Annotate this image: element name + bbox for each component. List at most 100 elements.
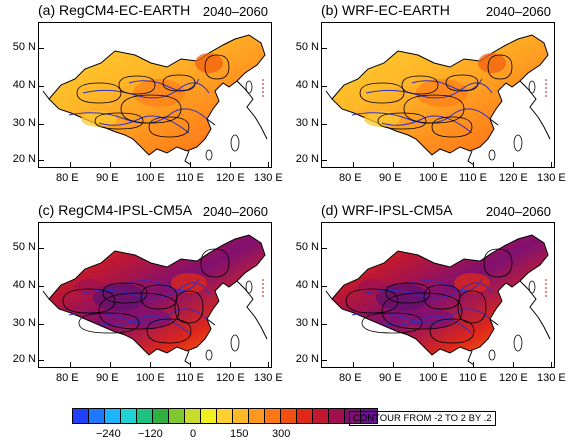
coastline: [236, 80, 268, 140]
shading-anomaly: [364, 111, 400, 127]
contour-line: [98, 292, 180, 330]
colorbar-swatch: [265, 409, 281, 423]
colorbar-swatch: [233, 409, 249, 423]
y-tick-label: 20 N: [12, 353, 36, 365]
x-tick-label: 130 E: [537, 372, 566, 384]
island-outline: [488, 349, 496, 361]
x-tick: [393, 362, 394, 367]
china-map: [42, 234, 268, 366]
y-tick-label: 50 N: [12, 41, 36, 53]
island-outline: [230, 134, 240, 152]
x-tick: [353, 362, 354, 367]
contour-line: [120, 94, 182, 124]
contour-line: [76, 82, 122, 104]
panel-b: (b) WRF-EC-EARTH 2040–2060 80 E 90 E 100 E…: [285, 0, 566, 205]
colorbar-swatch: [185, 409, 201, 423]
contour-line: [445, 74, 479, 92]
contour-line: [146, 318, 192, 344]
contour-line: [487, 54, 513, 80]
colorbar-swatch: [121, 409, 137, 423]
colorbar-swatch: [201, 409, 217, 423]
coastline: [236, 280, 268, 340]
colorbar-label: 300: [272, 428, 291, 440]
x-tick-label: 80 E: [56, 372, 79, 384]
y-tick: [39, 124, 44, 125]
coastline: [42, 290, 216, 366]
x-tick-label: 120 E: [499, 372, 528, 384]
colorbar-swatch: [217, 409, 233, 423]
shading-anomaly: [416, 79, 468, 107]
island-outline: [528, 80, 536, 94]
y-tick-label: 20 N: [295, 153, 319, 165]
panel-period: 2040–2060: [485, 204, 551, 219]
colorbar-swatch: [105, 409, 121, 423]
y-tick: [322, 48, 327, 49]
colorbar-swatch: [249, 409, 265, 423]
river-line: [98, 115, 190, 134]
y-tick-label: 30 N: [12, 117, 36, 129]
x-tick: [473, 162, 474, 167]
y-tick-label: 20 N: [12, 153, 36, 165]
coastline: [519, 80, 551, 140]
panel-period: 2040–2060: [202, 4, 268, 19]
river-line: [411, 78, 483, 92]
colorbar-swatch: [297, 409, 313, 423]
shading-anomaly: [75, 279, 103, 295]
x-tick: [513, 362, 514, 367]
x-tick: [473, 362, 474, 367]
y-tick-label: 50 N: [295, 41, 319, 53]
x-tick: [433, 162, 434, 167]
panel-period: 2040–2060: [485, 4, 551, 19]
island-outline: [230, 334, 240, 352]
y-tick-label: 40 N: [295, 279, 319, 291]
colorbar-label: 150: [230, 428, 249, 440]
river-line: [365, 82, 493, 99]
contour-line: [148, 116, 190, 138]
panel-d: (d) WRF-IPSL-CM5A 2040–2060 80 E 90 E 100 …: [285, 200, 566, 405]
shading-anomaly: [133, 79, 185, 107]
x-tick-label: 100 E: [136, 372, 165, 384]
x-tick: [150, 162, 151, 167]
map-frame: [38, 22, 272, 168]
y-tick: [39, 324, 44, 325]
panel-c: (c) RegCM4-IPSL-CM5A 2040–2060 80 E 90 E 1…: [2, 200, 283, 405]
x-tick: [110, 362, 111, 367]
island-outline: [205, 149, 213, 161]
colorbar-swatch: [137, 409, 153, 423]
y-tick-label: 30 N: [295, 317, 319, 329]
x-tick-label: 120 E: [216, 372, 245, 384]
colorbar-swatch: [361, 409, 377, 423]
x-tick-label: 80 E: [339, 372, 362, 384]
colorbar-swatch: [281, 409, 297, 423]
x-tick: [190, 162, 191, 167]
x-tick-label: 90 E: [379, 172, 402, 184]
river-line: [411, 278, 483, 292]
river-line: [82, 282, 210, 299]
x-tick-label: 110 E: [459, 172, 487, 184]
x-tick-label: 90 E: [96, 172, 119, 184]
y-tick-label: 40 N: [12, 79, 36, 91]
river-line: [365, 282, 493, 299]
y-tick: [322, 360, 327, 361]
contour-line: [118, 75, 156, 95]
x-tick: [190, 362, 191, 367]
map-frame: [38, 222, 272, 368]
x-tick-label: 100 E: [136, 172, 165, 184]
contour-line: [200, 248, 230, 278]
x-tick: [230, 162, 231, 167]
contour-line: [361, 312, 423, 334]
contour-line: [94, 112, 144, 130]
island-outline: [205, 349, 213, 361]
coastline: [519, 280, 551, 340]
x-tick-label: 120 E: [216, 172, 245, 184]
colorbar-swatch: [89, 409, 105, 423]
x-tick-label: 100 E: [419, 372, 448, 384]
y-tick: [39, 360, 44, 361]
contour-line: [78, 312, 140, 334]
map-frame: [321, 222, 555, 368]
x-tick: [268, 162, 269, 167]
y-tick-label: 50 N: [295, 241, 319, 253]
china-shaded-region: [331, 234, 549, 356]
colorbar-swatch: [169, 409, 185, 423]
colorbar-swatch: [313, 409, 329, 423]
